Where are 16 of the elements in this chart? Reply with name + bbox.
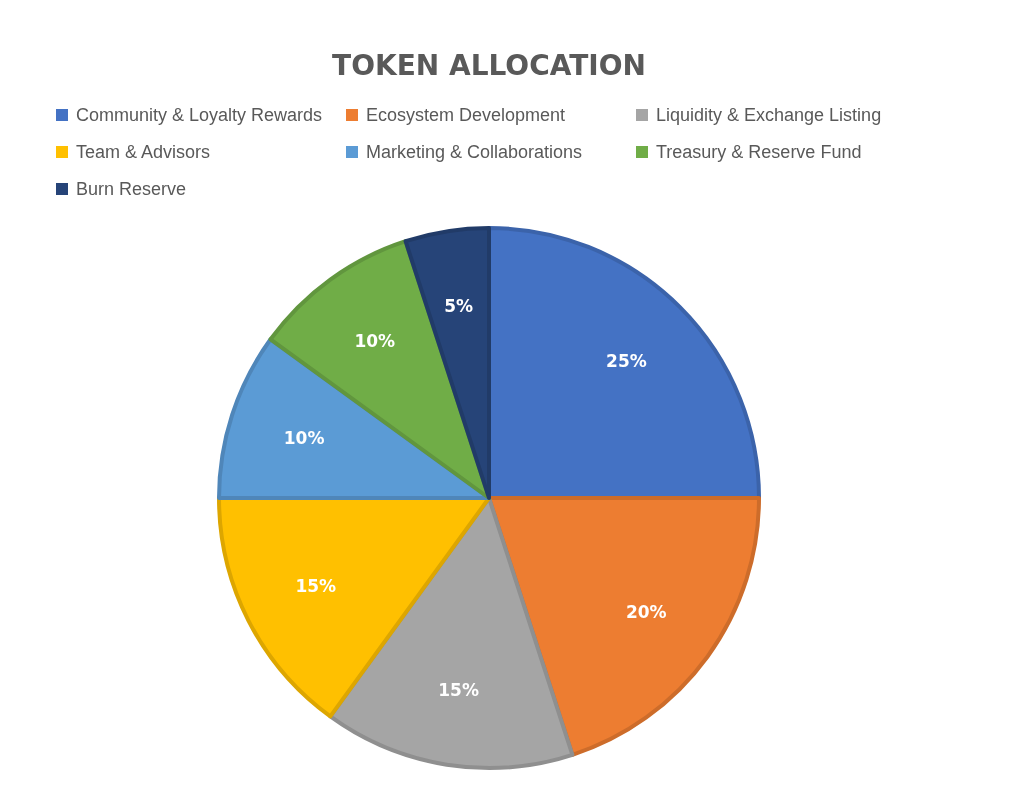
legend-label: Community & Loyalty Rewards xyxy=(76,105,323,125)
legend-label: Ecosystem Development xyxy=(366,105,566,125)
data-label: 20% xyxy=(625,602,667,623)
data-label: 15% xyxy=(295,576,337,597)
data-label: 10% xyxy=(283,427,325,448)
data-label: 5% xyxy=(444,295,474,316)
data-label: 25% xyxy=(606,350,647,371)
legend-label: Burn Reserve xyxy=(76,179,187,199)
data-label: 15% xyxy=(438,680,479,701)
legend-label: Team & Advisors xyxy=(76,142,211,162)
legend-label: Treasury & Reserve Fund xyxy=(656,142,862,162)
legend-label: Marketing & Collaborations xyxy=(366,142,583,162)
chart-title: TOKEN ALLOCATION xyxy=(332,48,646,82)
pie-slice xyxy=(403,226,491,500)
data-label: 10% xyxy=(354,330,396,351)
legend-label: Liquidity & Exchange Listing xyxy=(656,105,882,125)
